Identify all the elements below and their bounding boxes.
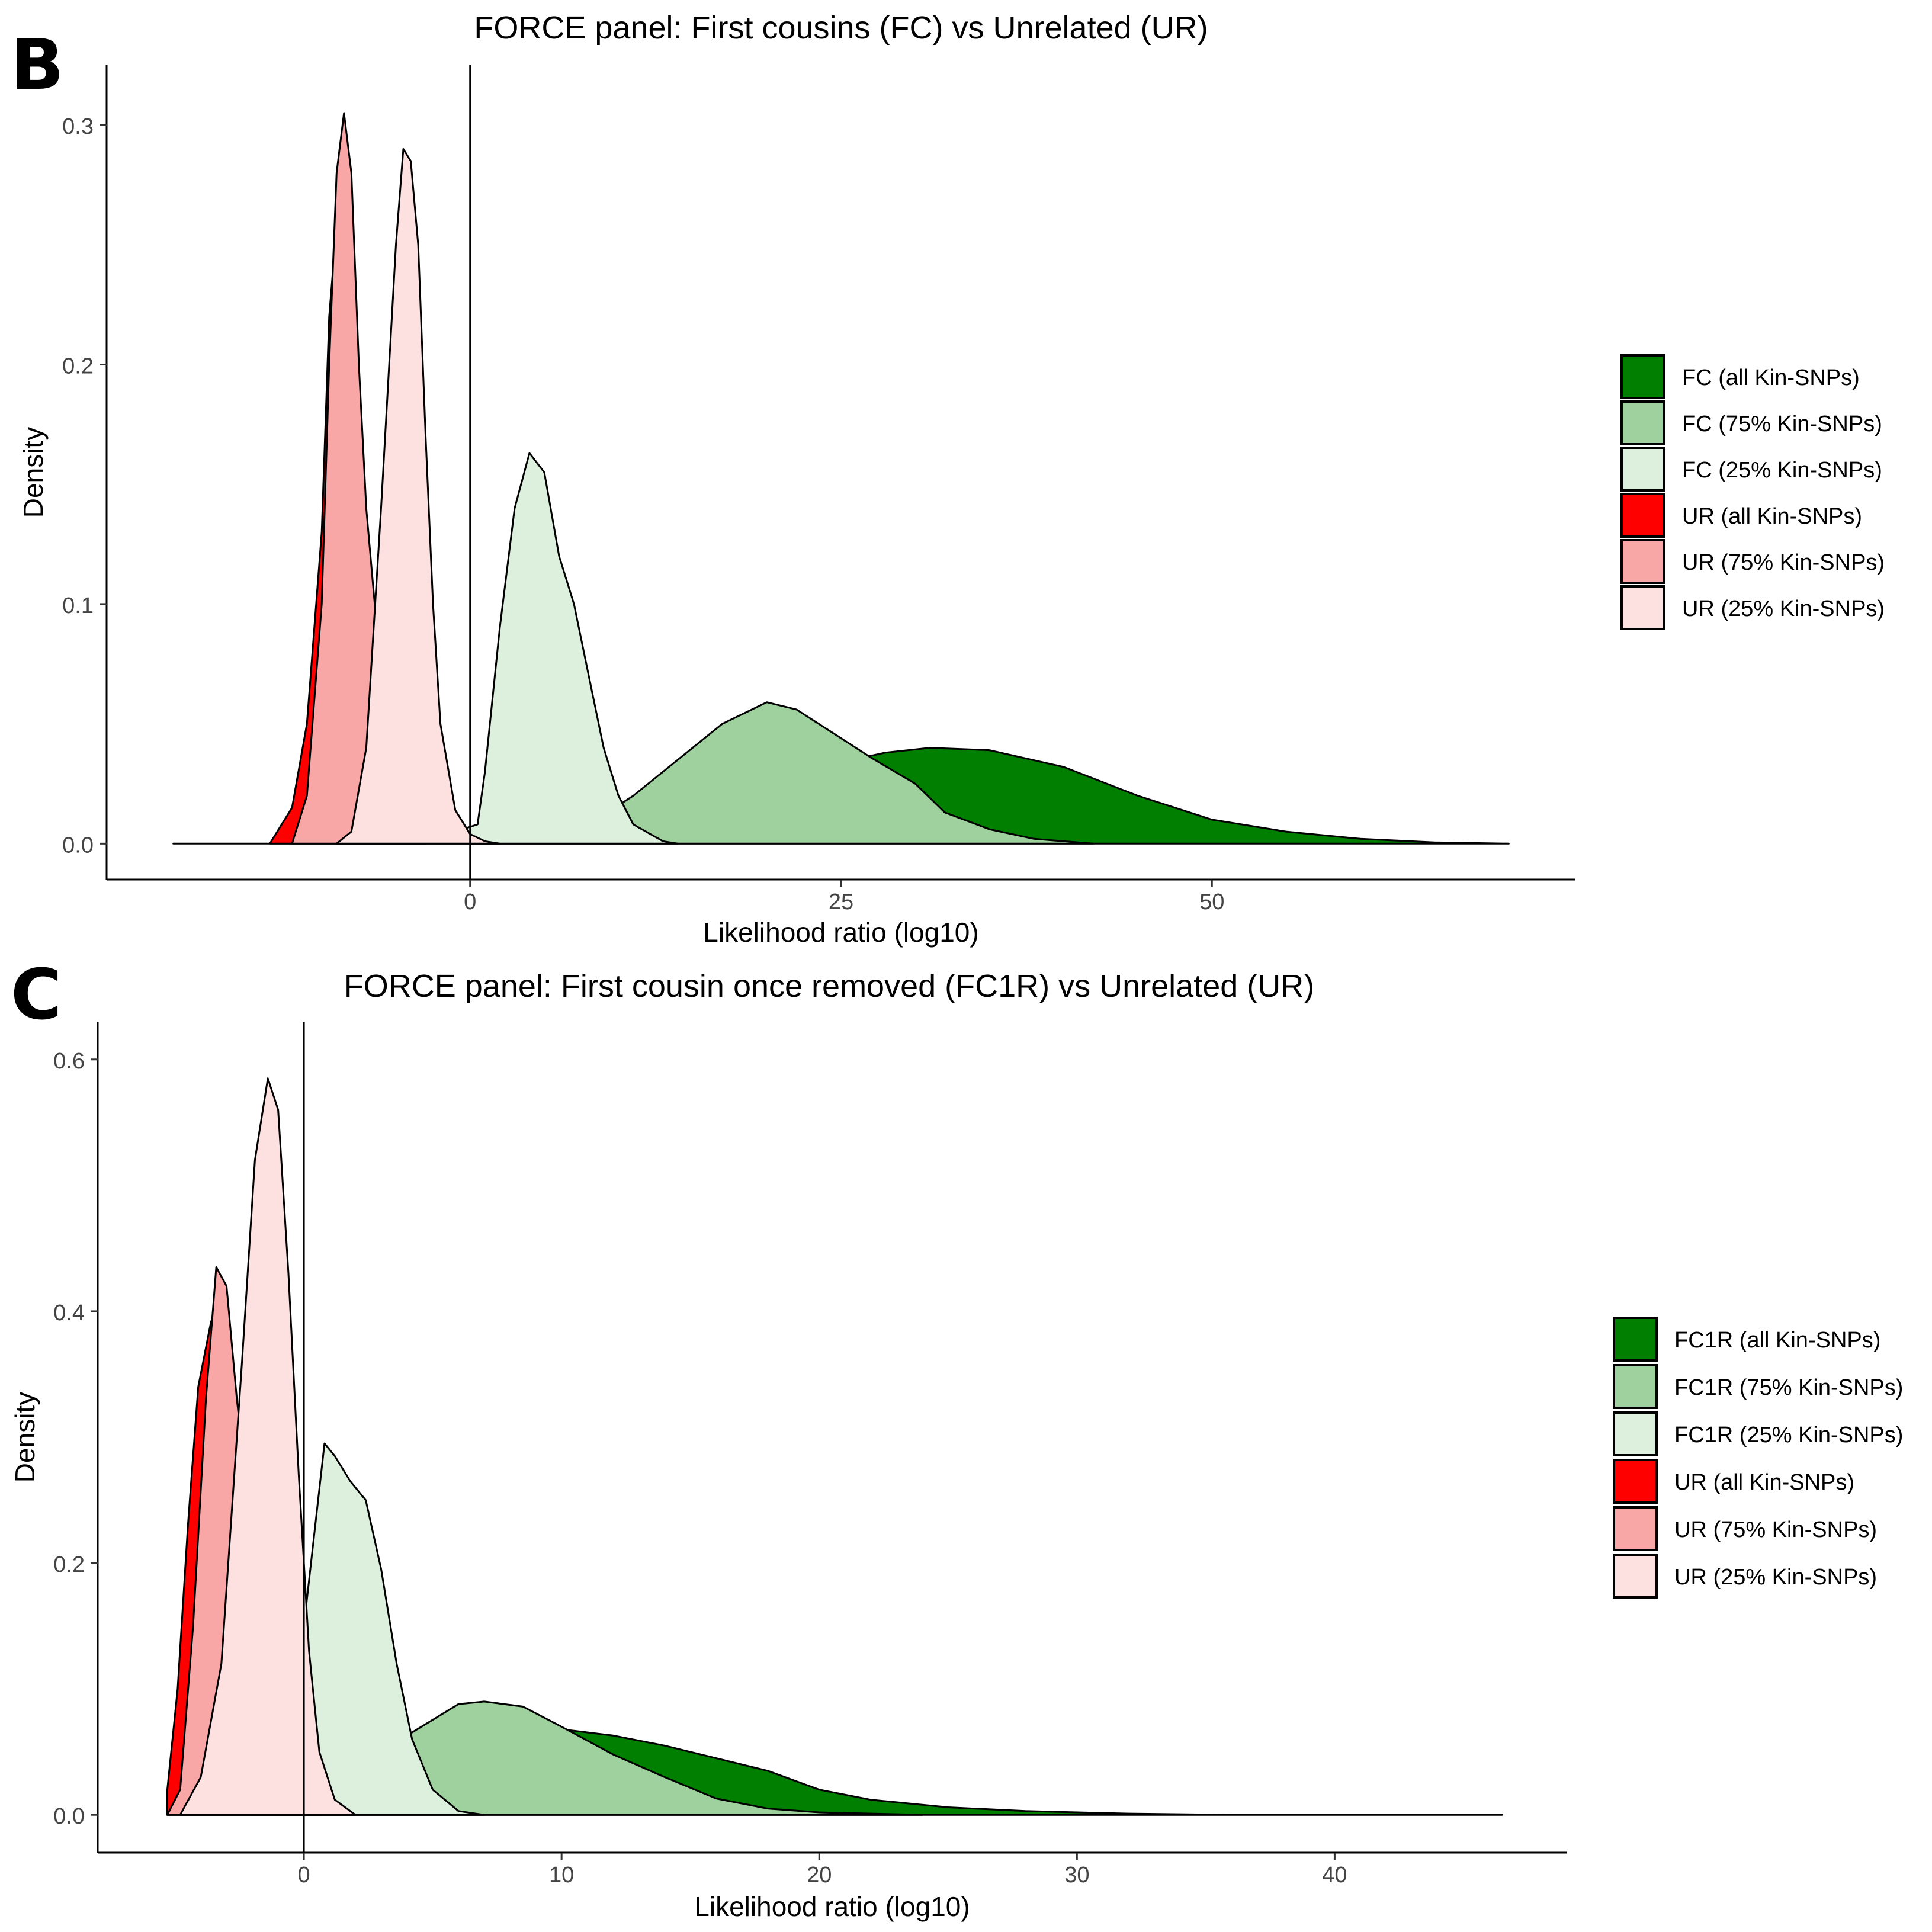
legend-swatch — [1620, 354, 1665, 399]
x-tick-label: 50 — [1199, 890, 1224, 914]
panel-letter: C — [11, 954, 62, 1035]
legend-swatch — [1613, 1364, 1658, 1409]
chart-title: FORCE panel: First cousins (FC) vs Unrel… — [474, 10, 1208, 46]
x-tick-label: 10 — [549, 1863, 574, 1888]
legend: FC1R (all Kin-SNPs) FC1R (75% Kin-SNPs) FC… — [1613, 1317, 1903, 1599]
x-tick-label: 20 — [807, 1863, 832, 1888]
y-tick-label: 0.2 — [53, 1552, 85, 1577]
legend-label: UR (75% Kin-SNPs) — [1674, 1517, 1877, 1542]
legend-label: FC (75% Kin-SNPs) — [1682, 412, 1882, 437]
y-tick-label: 0.4 — [53, 1301, 85, 1326]
density-area-5 — [335, 148, 501, 845]
x-axis-title: Likelihood ratio (log10) — [694, 1891, 970, 1922]
x-tick-label: 30 — [1064, 1863, 1089, 1888]
density-area-2 — [439, 452, 679, 845]
legend-label: UR (25% Kin-SNPs) — [1674, 1565, 1877, 1590]
legend-label: FC (all Kin-SNPs) — [1682, 365, 1860, 390]
legend-swatch — [1620, 539, 1665, 584]
x-tick-label: 0 — [464, 890, 476, 914]
legend-swatch — [1613, 1459, 1658, 1504]
y-axis-title: Density — [18, 427, 49, 518]
legend-swatch — [1620, 400, 1665, 445]
chart-title: FORCE panel: First cousin once removed (… — [344, 968, 1314, 1004]
legend-swatch — [1613, 1411, 1658, 1456]
y-tick-label: 0.0 — [62, 833, 94, 858]
x-tick-label: 0 — [297, 1863, 310, 1888]
legend-swatch — [1620, 585, 1665, 630]
legend-label: UR (25% Kin-SNPs) — [1682, 596, 1885, 621]
panel-b: B FORCE panel: First cousins (FC) vs Unre… — [11, 10, 1885, 948]
legend: FC (all Kin-SNPs) FC (75% Kin-SNPs) FC (25… — [1620, 354, 1885, 630]
y-tick-label: 0.6 — [53, 1049, 85, 1074]
legend-swatch — [1613, 1506, 1658, 1551]
x-axis-title: Likelihood ratio (log10) — [703, 917, 978, 948]
legend-swatch — [1613, 1317, 1658, 1362]
y-tick-label: 0.1 — [62, 593, 94, 618]
legend-label: UR (all Kin-SNPs) — [1682, 504, 1862, 529]
legend-label: UR (all Kin-SNPs) — [1674, 1470, 1854, 1495]
legend-label: FC1R (all Kin-SNPs) — [1674, 1328, 1880, 1353]
density-area-5 — [179, 1077, 357, 1816]
x-tick-label: 40 — [1322, 1863, 1347, 1888]
legend-swatch — [1620, 493, 1665, 538]
y-tick-label: 0.0 — [53, 1804, 85, 1829]
y-tick-label: 0.3 — [62, 114, 94, 139]
panel-letter: B — [11, 24, 64, 105]
y-axis-title: Density — [9, 1392, 40, 1482]
x-tick-label: 25 — [829, 890, 853, 914]
legend-label: FC (25% Kin-SNPs) — [1682, 458, 1882, 483]
panel-c: C FORCE panel: First cousin once removed … — [9, 954, 1903, 1922]
legend-label: UR (75% Kin-SNPs) — [1682, 550, 1885, 575]
legend-label: FC1R (25% Kin-SNPs) — [1674, 1423, 1903, 1448]
y-tick-label: 0.2 — [62, 354, 94, 379]
legend-label: FC1R (75% Kin-SNPs) — [1674, 1375, 1903, 1400]
legend-swatch — [1620, 447, 1665, 492]
legend-swatch — [1613, 1554, 1658, 1599]
